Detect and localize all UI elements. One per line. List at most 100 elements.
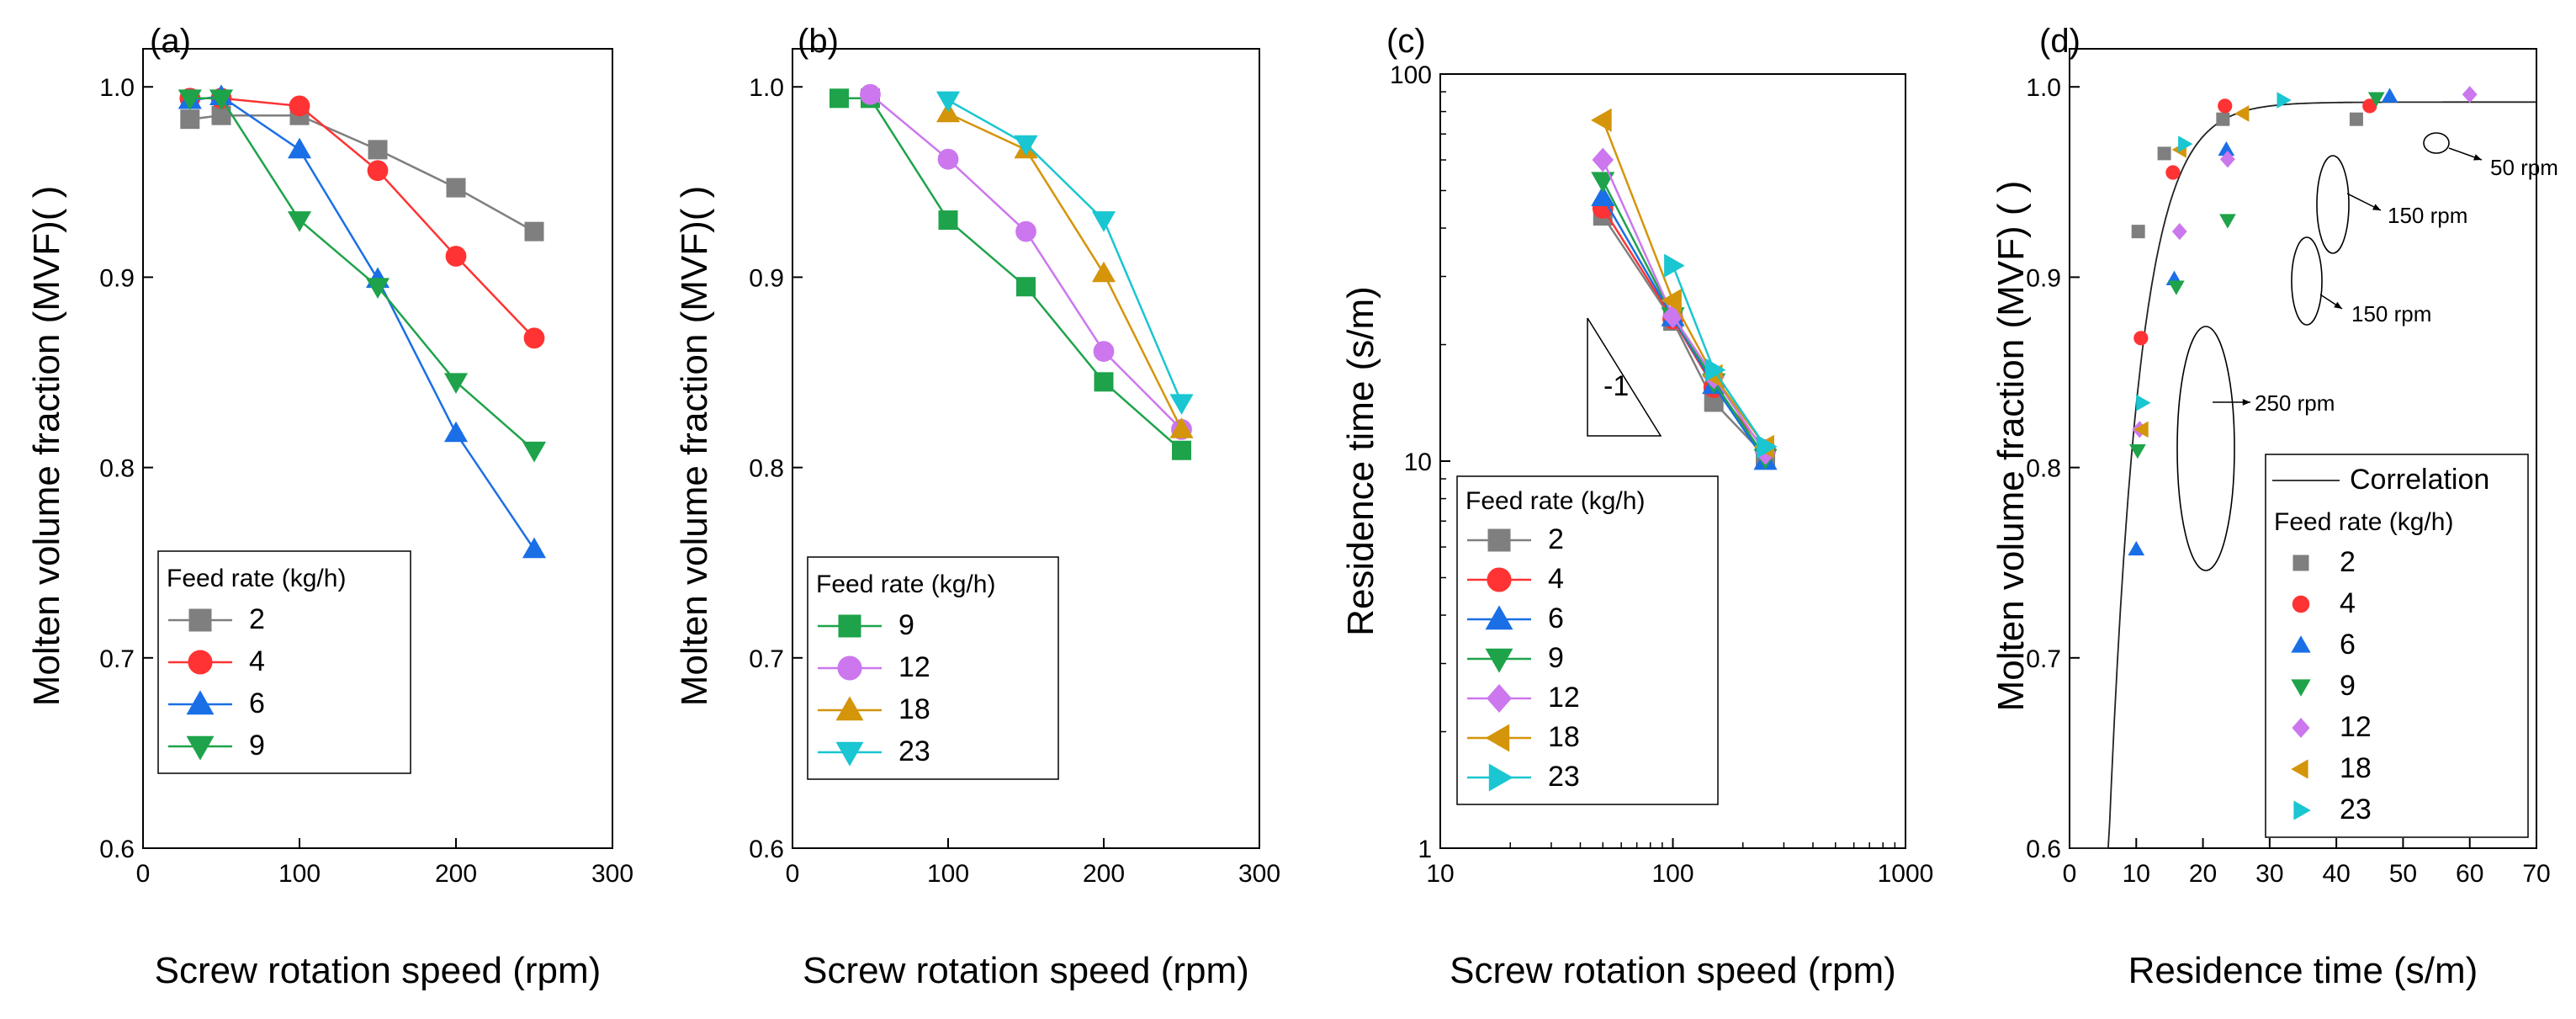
y-tick-label: 0.6 — [2026, 836, 2061, 863]
series-line — [1602, 119, 1767, 448]
legend-marker — [2291, 679, 2311, 697]
x-tick-label: 1000 — [1878, 860, 1934, 888]
y-tick-label: 1.0 — [2026, 74, 2061, 102]
data-point — [209, 89, 234, 111]
chart-panel-1: 0 100 200 300 0.6 0.7 0.8 0.9 1.0 Screw rotation … — [674, 23, 1280, 991]
data-point — [2133, 421, 2149, 438]
x-tick-label: 300 — [591, 860, 633, 888]
x-tick-label: 10 — [1426, 860, 1454, 888]
series-line — [189, 95, 536, 550]
legend-label: 18 — [2340, 752, 2372, 784]
data-point — [2218, 98, 2233, 114]
legend-label: 9 — [898, 609, 914, 641]
series-2 — [2131, 112, 2363, 239]
data-point — [830, 88, 849, 109]
x-tick-label: 300 — [1238, 860, 1280, 888]
y-axis-label: Residence time (s/m) — [1340, 286, 1381, 636]
data-point — [1093, 341, 1115, 363]
legend-label: 12 — [2340, 711, 2372, 743]
panel-label: (d) — [2039, 23, 2080, 60]
legend-marker — [1487, 683, 1512, 714]
data-point — [2171, 223, 2187, 241]
data-point — [2219, 214, 2236, 229]
legend-marker — [188, 608, 212, 632]
annotation-ellipse — [2291, 236, 2323, 326]
y-tick-label: 0.8 — [749, 455, 784, 483]
legend: Feed rate (kg/h) 9 12 18 23 — [807, 556, 1059, 780]
slope-triangle — [1587, 317, 1662, 437]
data-point — [2234, 105, 2250, 122]
data-point — [1014, 135, 1038, 157]
annotations: 50 rpm 150 rpm 150 rpm 250 rpm — [2176, 132, 2558, 571]
y-tick-label: 0.7 — [749, 645, 784, 673]
legend-marker — [186, 735, 215, 761]
series-line — [189, 97, 535, 452]
legend-marker — [2291, 759, 2308, 779]
data-point — [523, 327, 545, 349]
data-point — [287, 137, 312, 159]
data-point — [367, 160, 389, 182]
legend-marker — [2291, 635, 2311, 653]
annotation-arrowhead — [2372, 204, 2381, 210]
legend-marker — [1485, 724, 1510, 752]
data-point — [1016, 277, 1036, 297]
series-line — [1672, 265, 1767, 448]
legend-box — [1456, 475, 1719, 805]
plot-frame — [142, 48, 613, 849]
legend-marker — [1485, 648, 1513, 673]
y-tick-label: 0.8 — [99, 455, 135, 483]
legend-label: 9 — [1548, 642, 1564, 674]
y-tick-label: 1 — [1418, 836, 1432, 863]
x-tick-label: 200 — [435, 860, 477, 888]
legend-label: 2 — [2340, 546, 2356, 578]
legend-marker — [2292, 555, 2309, 571]
y-tick-label: 1.0 — [99, 74, 135, 102]
legend-correlation-label: Correlation — [2350, 464, 2489, 496]
data-point — [1091, 261, 1116, 283]
data-point — [938, 210, 958, 231]
y-tick-label: 100 — [1390, 61, 1432, 89]
panel-label: (b) — [798, 23, 839, 60]
panel-label: (a) — [150, 23, 191, 60]
x-tick-label: 100 — [1651, 860, 1693, 888]
y-tick-label: 10 — [1404, 448, 1432, 476]
data-point — [180, 109, 200, 130]
series-line — [1602, 159, 1767, 454]
x-tick-label: 60 — [2456, 860, 2483, 888]
data-point — [2165, 165, 2181, 180]
slope-label: -1 — [1603, 370, 1629, 402]
plot-frame — [2069, 48, 2537, 849]
data-point — [936, 91, 961, 113]
x-tick-label: 50 — [2389, 860, 2417, 888]
y-tick-label: 0.9 — [99, 264, 135, 292]
series-6 — [178, 84, 547, 559]
legend-marker — [835, 741, 864, 767]
y-tick-label: 0.7 — [99, 645, 135, 673]
data-point — [524, 221, 544, 241]
y-tick-label: 0.9 — [749, 264, 784, 292]
data-point — [522, 441, 547, 463]
data-point — [287, 211, 312, 232]
legend-title: Feed rate (kg/h) — [1466, 487, 1645, 515]
y-axis-label: Molten volume fraction (MVF) ( ) — [1990, 181, 2032, 712]
legend-label: 23 — [2340, 793, 2372, 825]
y-tick-label: 0.8 — [2026, 455, 2061, 483]
series-2 — [180, 105, 544, 241]
legend-label: 4 — [249, 645, 265, 677]
legend-label: 12 — [898, 651, 930, 683]
legend-title: Feed rate (kg/h) — [167, 565, 346, 592]
data-point — [1172, 440, 1191, 460]
annotation-arrowhead — [2473, 154, 2482, 161]
data-point — [1592, 147, 1614, 172]
legend-marker — [1487, 567, 1512, 592]
data-point — [1591, 172, 1615, 194]
series-line — [189, 114, 535, 233]
series-4 — [179, 88, 545, 349]
data-point — [2128, 540, 2145, 556]
annotation-label: 250 rpm — [2255, 390, 2335, 416]
x-tick-label: 70 — [2522, 860, 2550, 888]
x-axis-label: Residence time (s/m) — [2128, 950, 2478, 991]
chart-panel-3: 0 10 20 30 40 50 60 70 0.6 0.7 0.8 0.9 1.0 Residence … — [1990, 23, 2558, 991]
data-point — [860, 83, 881, 105]
data-point — [2349, 112, 2363, 126]
